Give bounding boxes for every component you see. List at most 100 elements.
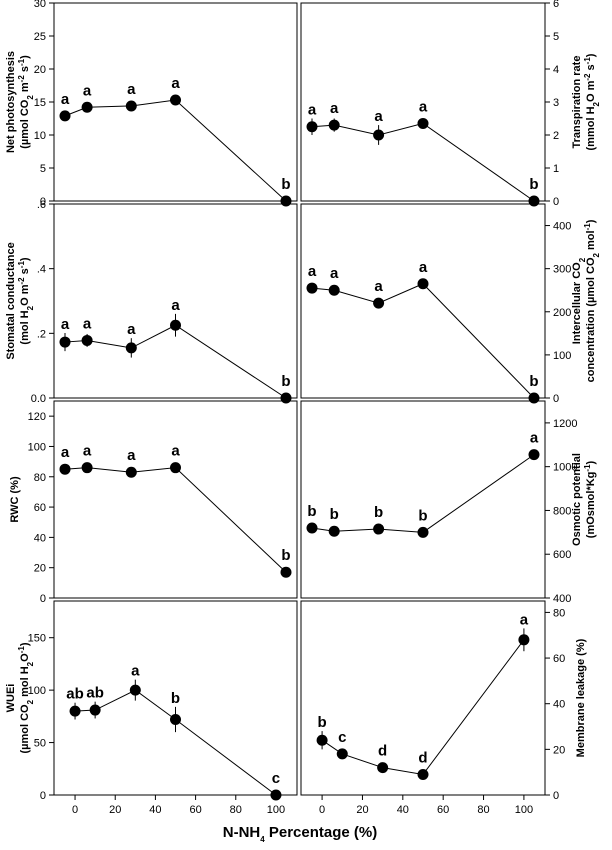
data-point [125, 342, 137, 354]
data-point [69, 705, 81, 717]
y-tick-label: 0 [40, 593, 46, 605]
significance-letter: a [61, 316, 70, 333]
data-point [170, 713, 181, 725]
significance-letter: b [418, 507, 427, 524]
significance-letter: a [127, 447, 136, 464]
significance-letter: b [281, 373, 290, 390]
significance-letter: a [127, 81, 136, 98]
data-point [377, 762, 389, 774]
data-point [81, 462, 93, 474]
y-tick-label: 20 [34, 64, 46, 76]
significance-letter: a [419, 98, 428, 115]
panel-second-left: 0.0 .2 .4 .6 Stomatal conductance (mol H2O m-… [5, 199, 298, 405]
y-axis-label: (mOsmol*Kg-1) [583, 460, 598, 538]
data-point [417, 117, 429, 129]
y-tick-label: .6 [37, 199, 46, 211]
significance-letter: a [330, 100, 339, 117]
y-tick-label: 60 [553, 653, 565, 665]
panel-second-right: 0 100 200 300 400 Intercellular CO2concentrat… [300, 203, 601, 405]
significance-letter: a [308, 263, 317, 280]
x-tick-label: 20 [356, 804, 368, 816]
data-point [518, 634, 530, 646]
data-point [528, 195, 540, 207]
significance-letter: a [374, 108, 383, 125]
significance-letter: a [171, 75, 180, 92]
x-tick-label: 100 [267, 804, 285, 816]
significance-letter: a [127, 321, 136, 338]
data-point [280, 566, 292, 578]
panel-frame [300, 600, 546, 796]
y-tick-label: 2 [553, 130, 559, 142]
x-tick-label: 60 [437, 804, 449, 816]
panel-top-right: 0 1 2 3 4 5 6 Transpiration rate (mmol H2O m-2 s… [300, 0, 601, 208]
data-point [125, 466, 137, 478]
data-point [417, 768, 429, 780]
series-line [311, 122, 535, 202]
significance-letter: a [330, 265, 339, 282]
x-tick-label: 60 [189, 804, 201, 816]
significance-letter: b [171, 690, 180, 707]
significance-letter: a [83, 443, 92, 460]
y-tick-label: 0 [40, 196, 46, 208]
y-tick-label: 80 [553, 607, 565, 619]
x-tick-label: 40 [149, 804, 161, 816]
y-tick-label: 3 [553, 97, 559, 109]
data-point [129, 684, 141, 696]
data-point [328, 284, 340, 296]
y-tick-label: 1000 [553, 462, 577, 474]
y-axis-label: Stomatal conductance [5, 242, 17, 359]
x-tick-label: 0 [72, 804, 78, 816]
y-tick-label: 20 [553, 744, 565, 756]
data-point [373, 129, 385, 141]
data-point [328, 119, 340, 131]
data-point [306, 282, 318, 294]
significance-letter: a [171, 297, 180, 314]
data-point [373, 297, 385, 309]
y-tick-label: 600 [553, 549, 571, 561]
data-point [417, 526, 429, 538]
x-tick-label: 100 [515, 804, 533, 816]
x-tick-label: 80 [230, 804, 242, 816]
y-tick-label: 50 [34, 738, 46, 750]
panel-bottom-right: 0 20 40 60 80 0 20 40 60 80 100 Membrane leakage (%… [300, 600, 587, 816]
y-tick-label: 400 [553, 221, 571, 233]
panel-frame [53, 203, 298, 399]
significance-letter: ab [66, 686, 84, 703]
y-axis-label: Net photosynthesis [5, 51, 17, 153]
y-tick-label: 40 [34, 532, 46, 544]
panel-frame [300, 203, 546, 399]
data-point [528, 449, 540, 461]
panel-third-right: 400 600 800 1000 1200 Osmotic potential (mOsmo… [300, 400, 598, 605]
y-tick-label: 0 [553, 790, 559, 802]
y-tick-label: 15 [34, 97, 46, 109]
y-tick-label: 100 [553, 350, 571, 362]
significance-letter: a [83, 82, 92, 99]
panel-frame [300, 400, 546, 599]
significance-letter: a [520, 611, 529, 628]
data-point [170, 462, 181, 474]
significance-letter: d [418, 749, 427, 766]
y-axis-label: (µmol CO2 m-2 s-1) [17, 55, 35, 149]
y-tick-label: 0.0 [31, 393, 46, 405]
data-point [336, 748, 348, 760]
y-tick-label: 6 [553, 0, 559, 10]
y-axis-label: (mmol H2O m-2 s-1) [583, 53, 601, 150]
data-point [59, 110, 71, 122]
data-point [81, 334, 93, 346]
data-point [280, 392, 292, 404]
panel-frame [53, 600, 298, 796]
significance-letter: c [338, 729, 346, 746]
significance-letter: b [374, 504, 383, 521]
y-axis-label: Osmotic potential [571, 453, 583, 546]
data-point [417, 278, 429, 290]
significance-letter: c [272, 770, 280, 787]
y-tick-label: 120 [28, 411, 46, 423]
data-point [59, 336, 71, 348]
y-tick-label: 100 [28, 441, 46, 453]
significance-letter: b [307, 503, 316, 520]
y-axis-label: WUEi [5, 684, 17, 713]
data-point [280, 195, 292, 207]
significance-letter: a [61, 444, 70, 461]
y-axis-label: (µmol CO2 mol H2O-1) [17, 642, 35, 753]
